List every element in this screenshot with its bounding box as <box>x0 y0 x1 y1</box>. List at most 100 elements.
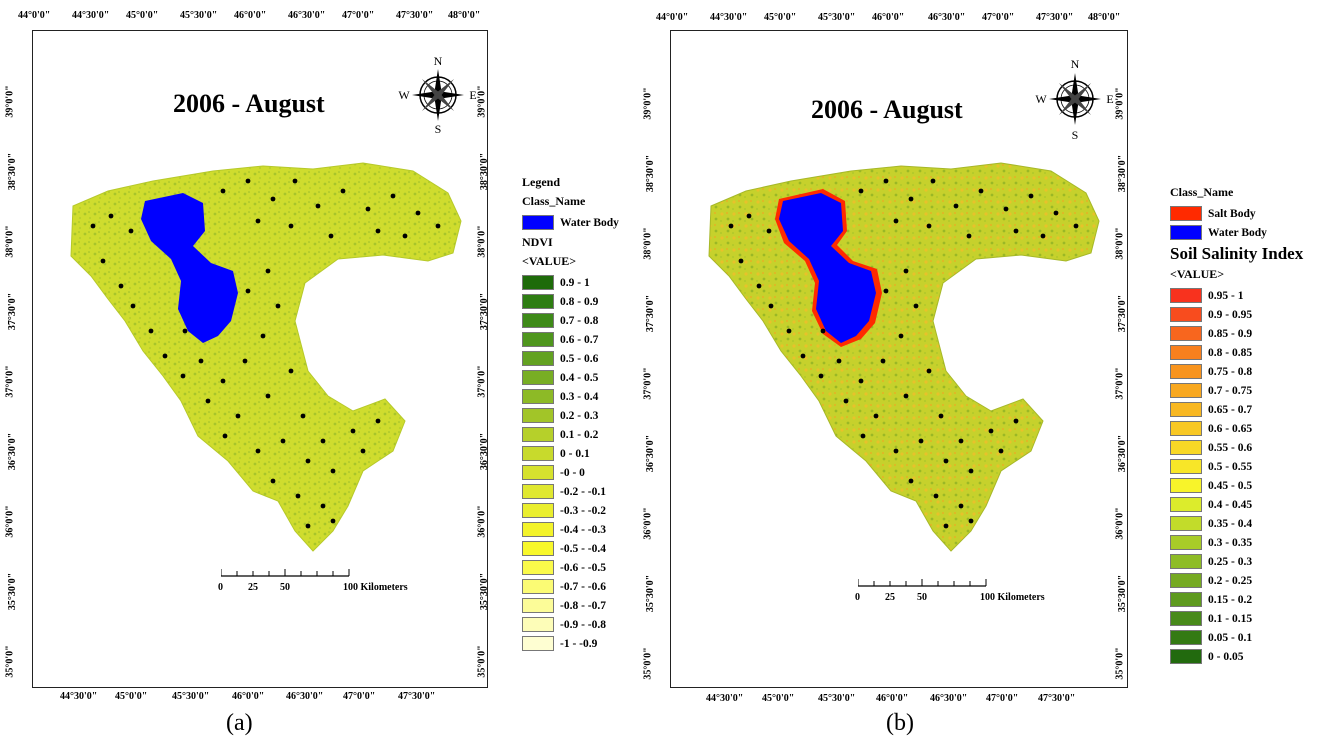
legend-item: 0.15 - 0.2 <box>1170 590 1342 609</box>
top-tick: 48°0'0" <box>1088 12 1121 23</box>
legend-class-item: Salt Body <box>1170 204 1342 223</box>
legend-item: -0.6 - -0.5 <box>522 558 637 577</box>
legend-swatch <box>522 617 554 632</box>
top-tick: 45°30'0" <box>818 12 856 23</box>
legend-item-label: 0.3 - 0.4 <box>560 390 599 403</box>
compass-rose: N S E W <box>398 54 476 133</box>
lat-tick-right: 36°0'0" <box>1114 507 1126 540</box>
top-tick: 48°0'0" <box>448 10 481 21</box>
legend-class-label: Water Body <box>1208 226 1267 239</box>
legend-item-label: -0.6 - -0.5 <box>560 561 606 574</box>
legend-item: -0.9 - -0.8 <box>522 615 637 634</box>
map-title: 2006 - August <box>811 95 963 124</box>
scale-label-100: 100 Kilometers <box>980 592 1045 603</box>
legend-swatch <box>522 275 554 290</box>
bottom-tick: 47°0'0" <box>986 693 1019 704</box>
legend: Class_Name Salt Body Water Body Soil Sal… <box>1170 182 1342 666</box>
legend-item: -0.7 - -0.6 <box>522 577 637 596</box>
map-title: 2006 - August <box>173 89 325 118</box>
scale-bar: 0 25 50 100 Kilometers <box>855 576 1045 606</box>
lat-tick: 35°0'0" <box>4 645 16 678</box>
legend-item-label: 0.45 - 0.5 <box>1208 479 1253 492</box>
sample-points <box>90 178 441 529</box>
legend-swatch <box>522 370 554 385</box>
lat-tick: 39°0'0" <box>4 85 16 118</box>
legend-swatch <box>1170 326 1202 341</box>
compass-e-label: E <box>469 88 476 102</box>
legend-item-label: 0.7 - 0.75 <box>1208 384 1253 397</box>
basin-region <box>708 162 1100 552</box>
lat-tick-right: 39°0'0" <box>476 85 488 118</box>
legend-item-label: -0.3 - -0.2 <box>560 504 606 517</box>
legend-item-label: 0.95 - 1 <box>1208 289 1244 302</box>
lat-tick-right: 36°0'0" <box>476 505 488 538</box>
lat-tick: 35°30'0" <box>7 572 19 611</box>
lake-urmia <box>141 193 238 343</box>
legend-item: -0.5 - -0.4 <box>522 539 637 558</box>
top-tick: 45°0'0" <box>126 10 159 21</box>
legend-item-label: 0.15 - 0.2 <box>1208 593 1253 606</box>
legend: Legend Class_Name Water Body NDVI <VALUE… <box>522 172 637 653</box>
legend-item-label: 0.4 - 0.5 <box>560 371 599 384</box>
legend-items: 0.9 - 1 0.8 - 0.9 0.7 - 0.8 0.6 - 0.7 0.5 - … <box>522 273 637 653</box>
legend-swatch <box>1170 516 1202 531</box>
top-tick: 47°30'0" <box>396 10 434 21</box>
legend-item: 0.95 - 1 <box>1170 286 1342 305</box>
bottom-tick: 47°30'0" <box>1038 693 1076 704</box>
legend-swatch <box>1170 630 1202 645</box>
legend-item: -0.3 - -0.2 <box>522 501 637 520</box>
lat-tick: 36°30'0" <box>645 434 657 473</box>
legend-item: -0.4 - -0.3 <box>522 520 637 539</box>
bottom-tick: 46°0'0" <box>232 691 265 702</box>
legend-swatch <box>522 503 554 518</box>
legend-swatch <box>522 446 554 461</box>
top-tick: 44°30'0" <box>72 10 110 21</box>
legend-item: -0 - 0 <box>522 463 637 482</box>
legend-item-label: 0.8 - 0.9 <box>560 295 599 308</box>
legend-item: 0.65 - 0.7 <box>1170 400 1342 419</box>
legend-items: 0.95 - 1 0.9 - 0.95 0.85 - 0.9 0.8 - 0.85 0.… <box>1170 286 1342 666</box>
legend-swatch <box>1170 421 1202 436</box>
legend-swatch <box>1170 535 1202 550</box>
legend-swatch <box>522 541 554 556</box>
legend-item-label: 0.05 - 0.1 <box>1208 631 1253 644</box>
lat-tick-right: 36°30'0" <box>1117 434 1129 473</box>
top-tick: 46°0'0" <box>872 12 905 23</box>
legend-item: 0.05 - 0.1 <box>1170 628 1342 647</box>
legend-item: 0.6 - 0.7 <box>522 330 637 349</box>
legend-item-label: 0.9 - 0.95 <box>1208 308 1253 321</box>
scale-label-0: 0 <box>855 592 860 603</box>
legend-item: -0.2 - -0.1 <box>522 482 637 501</box>
map-svg <box>70 162 462 552</box>
lat-tick-right: 37°0'0" <box>1114 367 1126 400</box>
scale-label-25: 25 <box>248 582 258 593</box>
legend-item-label: 0.5 - 0.55 <box>1208 460 1253 473</box>
index-header: Soil Salinity Index <box>1170 244 1304 263</box>
legend-item-label: 0 - 0.05 <box>1208 650 1244 663</box>
legend-item: 0.35 - 0.4 <box>1170 514 1342 533</box>
bottom-tick: 45°0'0" <box>762 693 795 704</box>
panel-b: 2006 - August N S E W <box>640 0 1343 755</box>
lat-tick: 37°30'0" <box>7 292 19 331</box>
legend-swatch <box>1170 459 1202 474</box>
top-tick: 44°30'0" <box>710 12 748 23</box>
lat-tick: 36°30'0" <box>7 432 19 471</box>
scale-label-50: 50 <box>917 592 927 603</box>
legend-item-label: 0.85 - 0.9 <box>1208 327 1253 340</box>
lat-tick-right: 38°0'0" <box>1114 227 1126 260</box>
compass-w-label: W <box>1035 92 1047 106</box>
top-tick: 44°0'0" <box>656 12 689 23</box>
legend-item-label: 0.75 - 0.8 <box>1208 365 1253 378</box>
top-tick: 45°30'0" <box>180 10 218 21</box>
legend-item: 0.1 - 0.2 <box>522 425 637 444</box>
lat-tick: 38°30'0" <box>645 154 657 193</box>
top-tick: 46°30'0" <box>928 12 966 23</box>
lat-tick-right: 38°30'0" <box>479 152 491 191</box>
legend-swatch <box>522 427 554 442</box>
lat-tick: 36°0'0" <box>642 507 654 540</box>
map-svg <box>708 162 1100 552</box>
legend-item: 0.5 - 0.55 <box>1170 457 1342 476</box>
legend-item-label: -0 - 0 <box>560 466 585 479</box>
value-header: <VALUE> <box>1170 267 1225 281</box>
lat-tick: 38°0'0" <box>642 227 654 260</box>
